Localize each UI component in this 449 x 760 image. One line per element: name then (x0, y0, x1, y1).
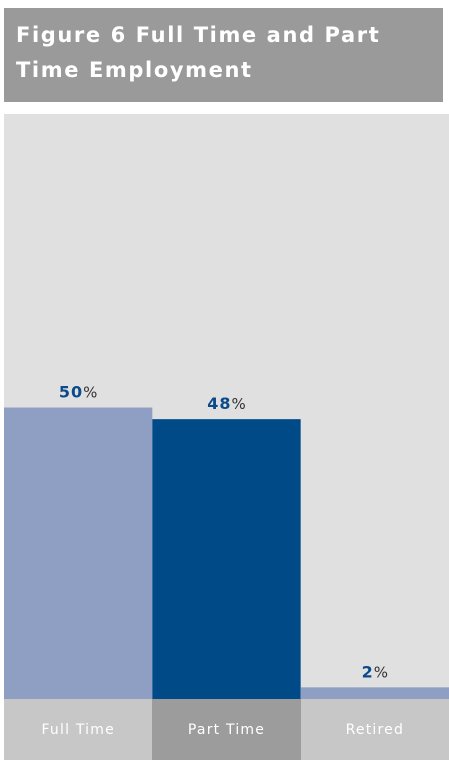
data-label-part-time: 48% (207, 394, 246, 413)
bar-part-time (152, 419, 301, 699)
chart-title: Figure 6 Full Time and Part Time Employm… (16, 23, 381, 82)
tick-label-full-time: Full Time (4, 699, 153, 760)
tick-label-part-time: Part Time (152, 699, 301, 760)
bar-full-time (4, 407, 153, 699)
data-label-percent-sign: % (83, 384, 97, 402)
data-label-value: 50 (59, 383, 83, 402)
tick-label-retired: Retired (300, 699, 449, 760)
category-axis: Full Time Part Time Retired (4, 699, 449, 760)
data-label-percent-sign: % (374, 663, 388, 681)
data-label-value: 2 (362, 662, 374, 681)
bar-chart-svg: 50%48%2% (4, 383, 449, 699)
data-label-percent-sign: % (232, 395, 246, 413)
data-label-value: 48 (207, 394, 231, 413)
data-label-full-time: 50% (59, 383, 98, 402)
data-label-retired: 2% (362, 662, 388, 681)
chart-header: Figure 6 Full Time and Part Time Employm… (4, 8, 443, 102)
plot-area: 50% 48% 2% (4, 114, 449, 699)
bar-retired (300, 687, 449, 699)
